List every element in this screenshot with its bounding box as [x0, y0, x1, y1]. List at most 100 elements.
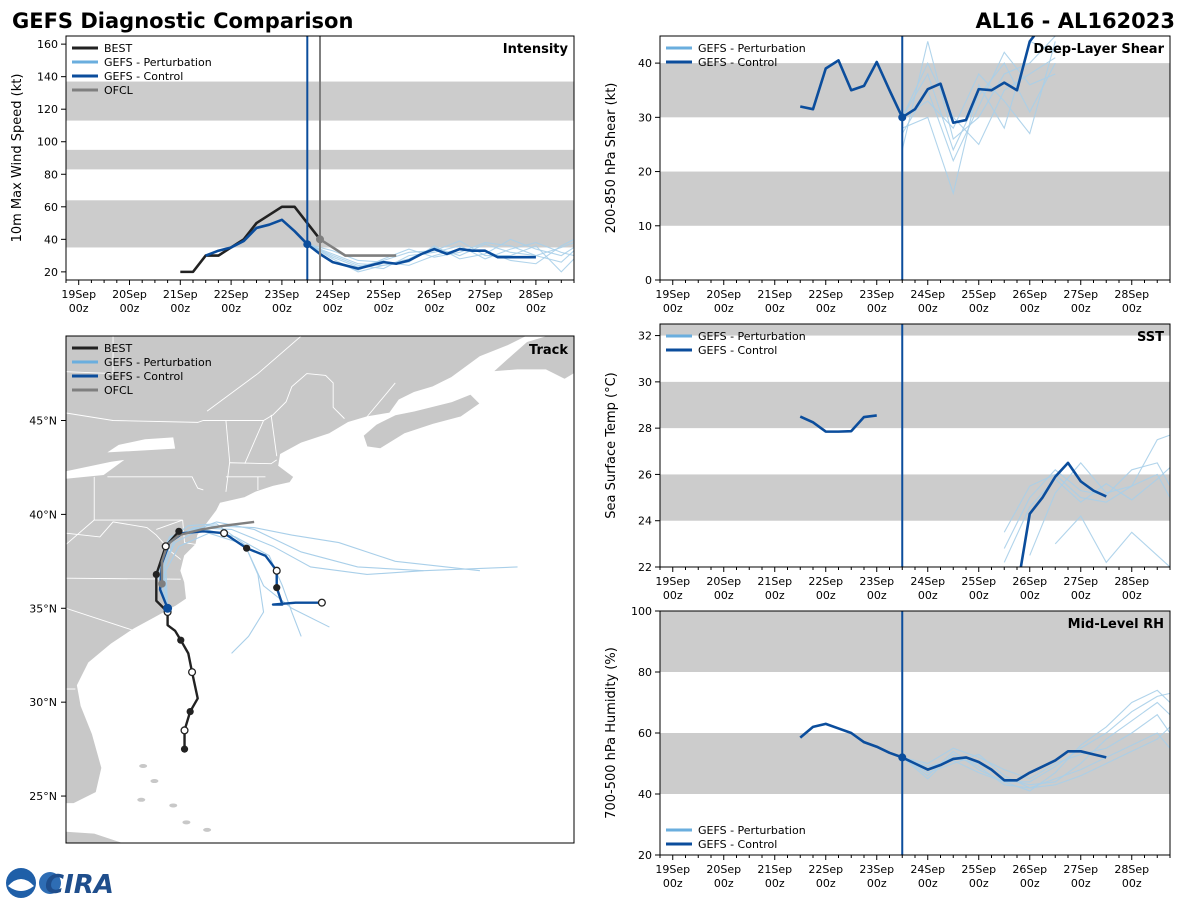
intensity-x-tick-label: 22Sep — [214, 288, 249, 301]
intensity-y-tick-label: 160 — [37, 38, 58, 51]
state-border-line — [244, 420, 264, 464]
track-open-marker — [180, 726, 189, 735]
rh-panel-title: Mid-Level RH — [1068, 617, 1164, 632]
rh-x-tick-label: 20Sep — [706, 863, 741, 876]
intensity-perturbation-line — [307, 242, 574, 270]
shear-x-tick-label: 21Sep — [757, 288, 792, 301]
shear-panel-title: Deep-Layer Shear — [1033, 42, 1164, 57]
rh-x-tick-sublabel: 00z — [918, 877, 938, 890]
intensity-perturbation-line — [307, 242, 574, 273]
rh-perturbation-line — [902, 713, 1170, 780]
sst-x-tick-sublabel: 00z — [663, 589, 683, 602]
intensity-x-tick-label: 25Sep — [366, 288, 401, 301]
shear-x-tick-label: 22Sep — [808, 288, 843, 301]
bahamas-island — [169, 803, 178, 808]
sst-x-tick-sublabel: 00z — [969, 589, 989, 602]
track-position-marker — [273, 584, 281, 592]
intensity-x-tick-label: 24Sep — [315, 288, 350, 301]
sst-gefs-control-line — [799, 414, 877, 433]
rh-threshold-band — [660, 611, 1170, 672]
rh-y-tick-label: 40 — [638, 788, 652, 801]
shear-perturbation-line — [901, 57, 1056, 146]
figure-title: GEFS Diagnostic Comparison — [12, 9, 353, 33]
shear-gefs-control-line — [799, 36, 1036, 125]
rh-control-init-marker — [898, 753, 907, 762]
state-border-line — [66, 519, 95, 545]
rh-x-tick-label: 25Sep — [961, 863, 996, 876]
track-legend-label: GEFS - Control — [104, 370, 183, 383]
sst-y-tick-label: 28 — [638, 422, 652, 435]
rh-x-tick-label: 28Sep — [1114, 863, 1149, 876]
shear-x-tick-label: 20Sep — [706, 288, 741, 301]
track-lat-tick-label: 40°N — [29, 508, 57, 521]
intensity-x-tick-sublabel: 00z — [526, 302, 546, 315]
intensity-gefs-control-line — [205, 218, 536, 270]
shear-y-tick-label: 30 — [638, 111, 652, 124]
rh-gefs-control-line — [799, 722, 1107, 782]
sst-x-tick-label: 20Sep — [706, 575, 741, 588]
deep-layer-shear-panel: 01020304019Sep00z20Sep00z21Sep00z22Sep00… — [604, 35, 1171, 315]
sst-x-tick-sublabel: 00z — [1020, 589, 1040, 602]
sst-perturbation-line — [1003, 473, 1170, 533]
state-border-line — [366, 382, 396, 418]
intensity-x-tick-sublabel: 00z — [221, 302, 241, 315]
intensity-y-tick-label: 100 — [37, 136, 58, 149]
sst-x-tick-sublabel: 00z — [867, 589, 887, 602]
track-perturbation-line — [161, 525, 480, 609]
shear-x-tick-sublabel: 00z — [867, 302, 887, 315]
intensity-plot-area — [66, 36, 574, 280]
intensity-ofcl-line — [319, 238, 397, 257]
rh-x-tick-sublabel: 00z — [969, 877, 989, 890]
rh-x-tick-sublabel: 00z — [663, 877, 683, 890]
rh-plot-area — [660, 611, 1170, 855]
shear-x-tick-label: 26Sep — [1012, 288, 1047, 301]
rh-x-tick-label: 23Sep — [859, 863, 894, 876]
track-control-init-marker — [163, 603, 173, 613]
track-legend-label: OFCL — [104, 384, 134, 397]
shear-y-axis-label: 200-850 hPa Shear (kt) — [604, 83, 619, 234]
rh-x-tick-sublabel: 00z — [1122, 877, 1142, 890]
sst-perturbation-line — [1029, 434, 1170, 556]
storm-id: AL16 - AL162023 — [976, 9, 1176, 33]
sst-legend-label: GEFS - Control — [698, 344, 777, 357]
rh-legend-label: GEFS - Control — [698, 838, 777, 851]
intensity-x-tick-label: 20Sep — [112, 288, 147, 301]
rh-y-tick-label: 100 — [631, 605, 652, 618]
bahamas-island — [182, 820, 191, 825]
cira-logo: CIRA — [6, 868, 114, 900]
sst-panel: 22242628303219Sep00z20Sep00z21Sep00z22Se… — [604, 323, 1171, 602]
shear-legend-label: GEFS - Control — [698, 56, 777, 69]
intensity-perturbation-line — [307, 240, 574, 273]
intensity-y-tick-label: 80 — [44, 168, 58, 181]
sst-legend-label: GEFS - Perturbation — [698, 330, 806, 343]
noaa-bird-icon — [8, 879, 34, 891]
intensity-legend-label: BEST — [104, 42, 132, 55]
bahamas-island — [150, 779, 159, 784]
track-lat-tick-label: 45°N — [29, 415, 57, 428]
state-border-line — [66, 336, 114, 375]
track-position-marker — [243, 544, 251, 552]
track-position-marker — [177, 636, 185, 644]
shear-x-tick-sublabel: 00z — [714, 302, 734, 315]
track-position-marker — [175, 527, 183, 535]
intensity-x-tick-label: 28Sep — [519, 288, 554, 301]
sst-x-tick-label: 22Sep — [808, 575, 843, 588]
intensity-y-tick-label: 120 — [37, 103, 58, 116]
shear-perturbation-line — [901, 41, 1056, 135]
intensity-y-tick-label: 20 — [44, 266, 58, 279]
track-open-marker — [161, 542, 170, 551]
cira-logo-text: CIRA — [45, 870, 114, 900]
sst-x-tick-label: 24Sep — [910, 575, 945, 588]
sst-y-tick-label: 22 — [638, 561, 652, 574]
shear-perturbation-line — [901, 62, 1056, 152]
track-ofcl-init-marker — [158, 580, 166, 588]
rh-x-tick-sublabel: 00z — [816, 877, 836, 890]
intensity-x-tick-sublabel: 00z — [120, 302, 140, 315]
sst-plot-area — [660, 324, 1170, 567]
rh-y-tick-label: 60 — [638, 727, 652, 740]
rh-x-tick-label: 22Sep — [808, 863, 843, 876]
intensity-x-tick-label: 26Sep — [417, 288, 452, 301]
newfoundland-landmass — [491, 336, 574, 380]
intensity-ofcl-marker — [316, 235, 324, 244]
intensity-x-tick-sublabel: 00z — [69, 302, 89, 315]
